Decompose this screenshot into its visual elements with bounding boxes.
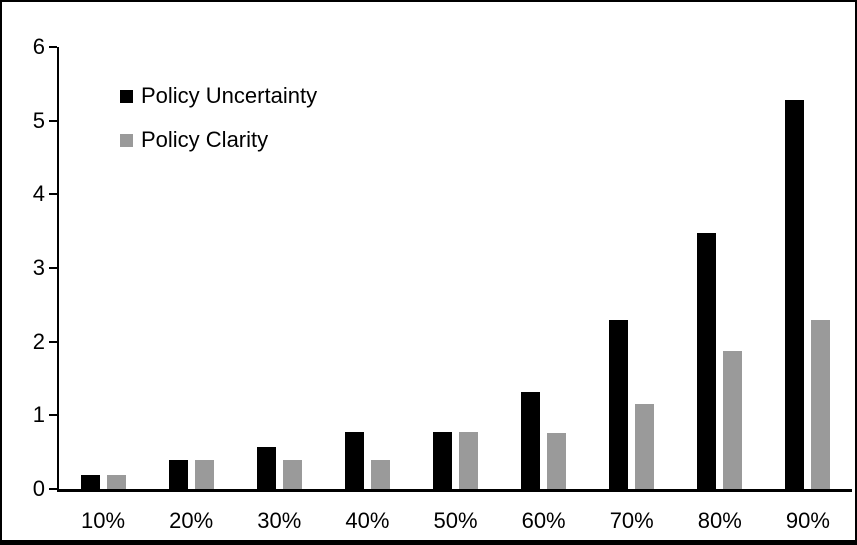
bar-group bbox=[235, 47, 323, 489]
bar-policy-clarity bbox=[370, 460, 390, 489]
bar-policy-clarity bbox=[458, 432, 478, 489]
bar-group bbox=[764, 47, 852, 489]
y-axis-tick bbox=[49, 193, 57, 196]
y-axis-tick-label: 2 bbox=[32, 328, 45, 354]
y-axis-tick-label: 3 bbox=[32, 255, 45, 280]
y-axis-tick bbox=[49, 46, 57, 48]
bar-policy-clarity bbox=[811, 320, 831, 489]
bar-policy-clarity bbox=[282, 460, 302, 489]
y-axis-tick-label: 5 bbox=[32, 107, 45, 133]
x-axis-tick-label: 10% bbox=[81, 508, 126, 533]
y-axis-tick-label: 1 bbox=[32, 402, 45, 428]
x-axis-tick-label: 20% bbox=[169, 508, 214, 533]
bar-policy-uncertainty bbox=[521, 391, 541, 489]
bar-policy-uncertainty bbox=[344, 432, 364, 489]
x-axis-tick-label: 70% bbox=[609, 508, 654, 533]
bar-group bbox=[411, 47, 499, 489]
y-axis-tick bbox=[49, 488, 57, 490]
legend-label: Policy Clarity bbox=[141, 127, 269, 152]
x-axis-tick-label: 90% bbox=[785, 508, 830, 533]
y-axis-tick bbox=[49, 414, 57, 417]
x-axis-tick-label: 50% bbox=[433, 508, 478, 533]
legend-item: Policy Clarity bbox=[120, 129, 317, 151]
x-axis-tick-label: 80% bbox=[697, 508, 742, 533]
y-axis-tick-label: 0 bbox=[32, 476, 45, 501]
x-axis-tick-label: 30% bbox=[257, 508, 302, 533]
y-axis-tick-label: 6 bbox=[32, 34, 45, 59]
legend-label: Policy Uncertainty bbox=[141, 83, 318, 108]
bar-group bbox=[323, 47, 411, 489]
bar-group bbox=[59, 47, 147, 489]
legend-swatch-icon bbox=[120, 133, 133, 147]
bar-group bbox=[147, 47, 235, 489]
legend-item: Policy Uncertainty bbox=[120, 85, 317, 107]
bar-policy-clarity bbox=[547, 433, 567, 489]
bar-policy-uncertainty bbox=[256, 447, 276, 489]
bar-policy-clarity bbox=[723, 350, 743, 489]
y-axis-tick-label: 4 bbox=[32, 181, 45, 207]
plot-area: 6 5 4 3 2 1 0 10% 20% 30% 40% 50% 60% 70% 80% 90% bbox=[33, 36, 852, 532]
bar-group bbox=[500, 47, 588, 489]
x-axis-tick-label: 60% bbox=[521, 508, 566, 533]
legend: Policy Uncertainty Policy Clarity bbox=[120, 85, 317, 151]
bar-group bbox=[588, 47, 676, 489]
legend-swatch-icon bbox=[120, 89, 133, 103]
bar-policy-uncertainty bbox=[609, 319, 629, 489]
y-axis-tick bbox=[49, 267, 57, 269]
bar-policy-clarity bbox=[106, 475, 126, 489]
bar-policy-clarity bbox=[194, 460, 214, 489]
bar-group bbox=[676, 47, 764, 489]
bar-policy-uncertainty bbox=[80, 475, 100, 489]
bar-policy-uncertainty bbox=[168, 460, 188, 489]
y-axis-tick bbox=[49, 119, 57, 122]
y-axis-tick bbox=[49, 340, 57, 343]
bar-policy-uncertainty bbox=[697, 232, 717, 489]
x-axis-tick-label: 40% bbox=[345, 508, 390, 533]
bar-policy-clarity bbox=[635, 404, 655, 489]
bar-policy-uncertainty bbox=[432, 432, 452, 489]
bar-policy-uncertainty bbox=[785, 100, 805, 489]
